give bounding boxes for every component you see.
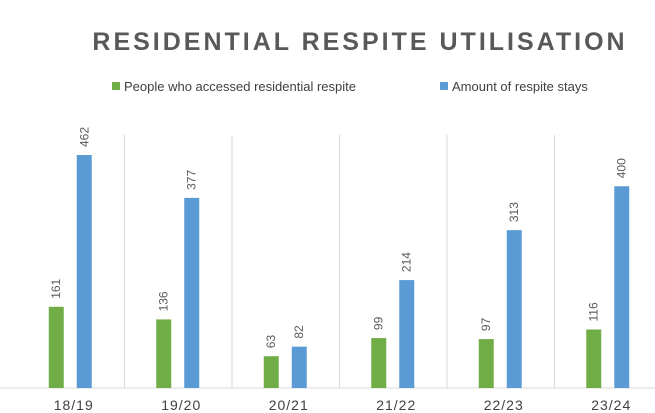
bar	[76, 155, 92, 388]
bar	[586, 329, 602, 388]
data-label: 97	[479, 317, 493, 331]
bar	[156, 319, 172, 388]
data-label: 400	[615, 158, 629, 178]
x-tick-label: 21/22	[376, 397, 416, 413]
legend-label: People who accessed residential respite	[124, 79, 356, 94]
x-tick-label: 19/20	[161, 397, 201, 413]
x-tick-label: 18/19	[54, 397, 94, 413]
data-label: 462	[77, 127, 91, 147]
bar	[184, 197, 200, 388]
bar	[48, 306, 64, 388]
data-label: 313	[507, 202, 521, 222]
x-tick-label: 20/21	[269, 397, 309, 413]
data-label: 99	[372, 316, 386, 330]
legend-label: Amount of respite stays	[452, 79, 588, 94]
x-tick-label: 22/23	[484, 397, 524, 413]
bar	[506, 230, 522, 388]
x-tick-label: 23/24	[591, 397, 631, 413]
bar	[478, 339, 494, 388]
bar	[263, 356, 279, 388]
data-label: 214	[400, 252, 414, 272]
data-label: 377	[185, 170, 199, 190]
legend-swatch	[112, 82, 120, 90]
bar	[399, 280, 415, 388]
legend-swatch	[440, 82, 448, 90]
data-label: 136	[157, 291, 171, 311]
bar	[614, 186, 630, 388]
chart-title: RESIDENTIAL RESPITE UTILISATION	[92, 28, 627, 56]
data-label: 63	[264, 335, 278, 349]
bar	[371, 338, 387, 388]
bar	[291, 346, 307, 388]
data-label: 116	[587, 302, 601, 321]
data-label: 161	[49, 278, 63, 298]
data-label: 82	[292, 325, 306, 339]
